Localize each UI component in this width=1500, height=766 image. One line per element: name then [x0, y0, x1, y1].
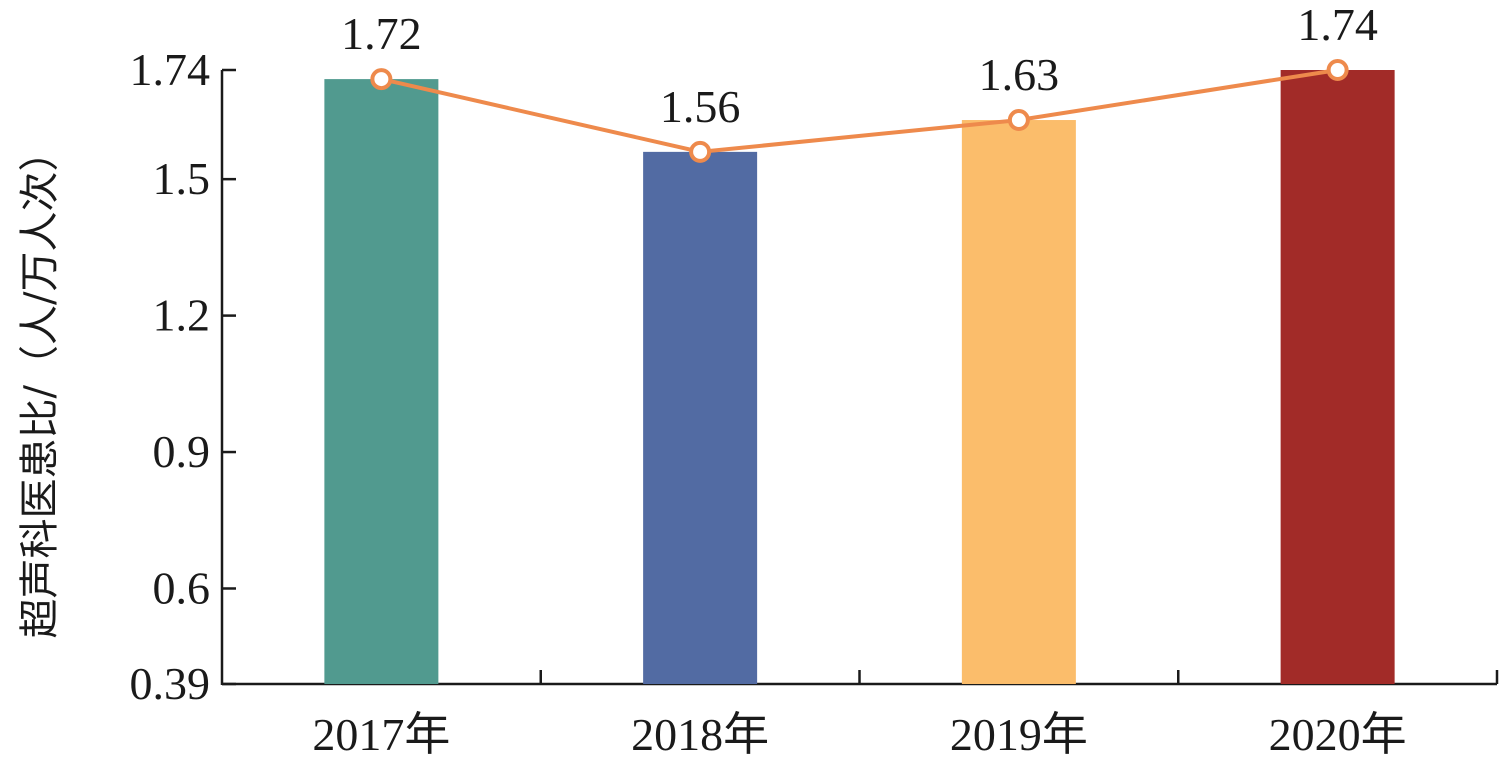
- line-point: [370, 68, 393, 91]
- line-point: [1007, 109, 1030, 132]
- trend-line-path: [380, 68, 1338, 154]
- data-label: 1.74: [1297, 0, 1378, 50]
- bar: [1280, 70, 1395, 684]
- x-tick-label: 2019年: [950, 709, 1088, 760]
- data-label: 1.72: [341, 8, 422, 59]
- y-tick-label: 0.9: [153, 426, 211, 477]
- y-tick-label: 0.6: [153, 562, 211, 613]
- y-tick-label: 0.39: [130, 658, 211, 709]
- data-label: 1.63: [979, 49, 1060, 100]
- line-point: [689, 140, 712, 163]
- y-tick-label: 1.2: [153, 290, 211, 341]
- x-tick-label: 2017年: [312, 709, 450, 760]
- y-tick-label: 1.74: [130, 44, 211, 95]
- labels: 2017年 2018年 2019年 2020年 1.72 1.56 1.63 1.74: [312, 0, 1406, 760]
- line-point: [1326, 59, 1349, 81]
- y-tick-label: 1.5: [153, 153, 211, 204]
- bar: [324, 79, 439, 684]
- bar: [961, 120, 1076, 684]
- bar: [643, 151, 758, 684]
- trend-line: [370, 59, 1349, 163]
- x-tick-label: 2018年: [631, 709, 769, 760]
- bars: [324, 70, 1395, 684]
- axes: 0.39 0.6 0.9 1.2 1.5 1.74: [130, 44, 1499, 709]
- data-label: 1.56: [660, 81, 741, 132]
- x-tick-label: 2020年: [1269, 709, 1407, 760]
